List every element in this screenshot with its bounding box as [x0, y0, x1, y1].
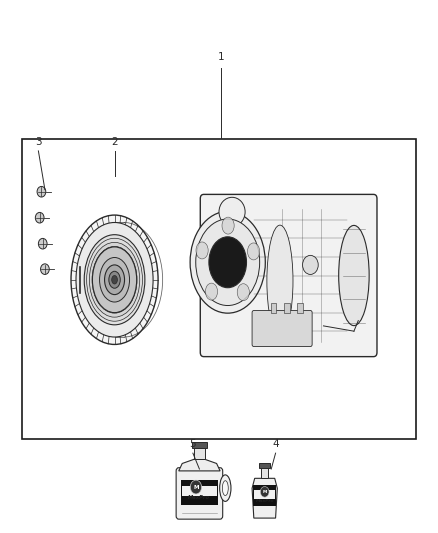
Ellipse shape: [219, 197, 245, 227]
Circle shape: [37, 187, 46, 197]
Ellipse shape: [112, 276, 117, 284]
Text: M: M: [262, 490, 267, 494]
Bar: [181, 480, 218, 505]
Bar: [22, 139, 416, 439]
Text: 4: 4: [272, 439, 279, 449]
Bar: [253, 484, 276, 506]
Text: 3: 3: [35, 137, 42, 147]
Ellipse shape: [99, 257, 130, 302]
Polygon shape: [179, 459, 220, 471]
Text: M: M: [193, 484, 199, 490]
Ellipse shape: [223, 481, 228, 495]
Text: 2: 2: [111, 137, 118, 147]
Ellipse shape: [223, 481, 228, 496]
Ellipse shape: [247, 243, 260, 260]
Ellipse shape: [92, 246, 137, 313]
Text: 1: 1: [218, 52, 225, 62]
Ellipse shape: [109, 271, 120, 288]
Circle shape: [303, 255, 318, 274]
Circle shape: [190, 480, 201, 494]
Ellipse shape: [196, 219, 260, 305]
Polygon shape: [252, 478, 277, 518]
Bar: [261, 468, 268, 478]
Bar: [271, 303, 276, 313]
Ellipse shape: [219, 475, 231, 502]
Ellipse shape: [95, 251, 134, 309]
Bar: [259, 464, 270, 468]
Ellipse shape: [190, 212, 265, 313]
Bar: [284, 303, 290, 313]
Ellipse shape: [237, 284, 249, 301]
Ellipse shape: [267, 225, 293, 336]
Circle shape: [39, 238, 47, 249]
Ellipse shape: [76, 222, 153, 337]
Ellipse shape: [196, 242, 208, 259]
Bar: [192, 442, 207, 448]
Circle shape: [41, 264, 49, 274]
Ellipse shape: [205, 283, 218, 300]
Bar: [254, 490, 275, 498]
Text: MaxPro: MaxPro: [255, 499, 274, 503]
Circle shape: [35, 213, 44, 223]
Circle shape: [260, 487, 269, 497]
Bar: [297, 303, 303, 313]
FancyBboxPatch shape: [200, 195, 377, 357]
Ellipse shape: [87, 238, 142, 321]
Text: MaxPro: MaxPro: [188, 495, 211, 500]
Ellipse shape: [92, 247, 137, 313]
Bar: [194, 448, 205, 459]
Ellipse shape: [339, 225, 369, 326]
Ellipse shape: [84, 235, 145, 325]
Text: 5: 5: [190, 439, 196, 449]
Bar: [182, 486, 217, 496]
Ellipse shape: [105, 265, 124, 295]
FancyBboxPatch shape: [252, 311, 312, 346]
FancyBboxPatch shape: [176, 468, 223, 519]
Ellipse shape: [222, 217, 234, 234]
Ellipse shape: [89, 243, 140, 317]
Ellipse shape: [71, 215, 158, 344]
Ellipse shape: [209, 237, 247, 288]
